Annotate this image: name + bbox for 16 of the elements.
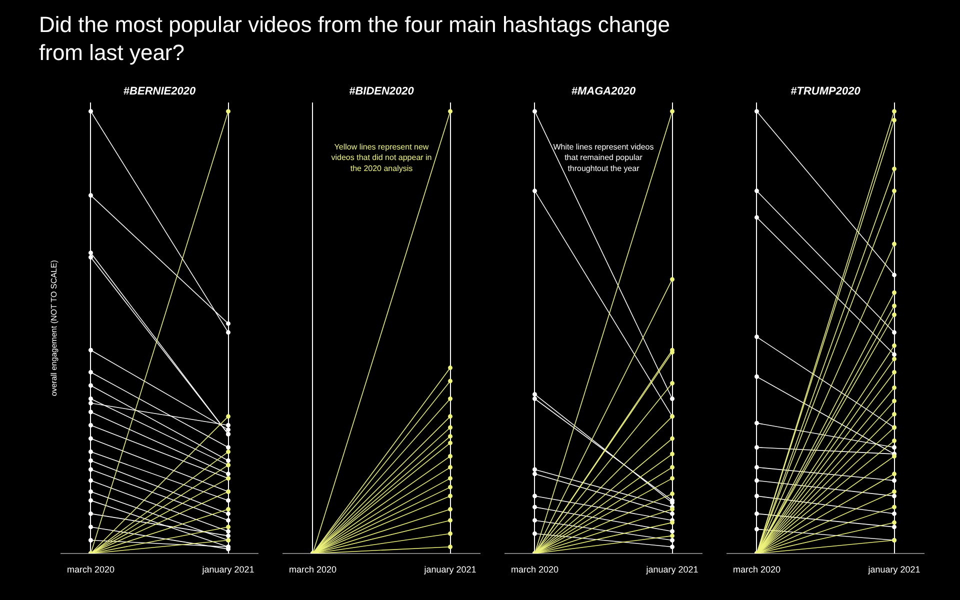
text: Did the most popular videos from the four main hashtags change from last year? bbox=[39, 11, 672, 66]
chart-title: #TRUMP2020 bbox=[790, 86, 862, 98]
x-tick-label: january 2021 bbox=[201, 564, 254, 574]
annotation: White lines represent videos that remained popular throughtout the year bbox=[553, 142, 654, 173]
x-tick-label: january 2021 bbox=[423, 564, 476, 574]
x-tick-label: january 2021 bbox=[867, 564, 920, 574]
y-axis-title: overall engagement (NOT TO SCALE) bbox=[50, 260, 58, 396]
annotation: Yellow lines represent new videos that did not appear in the 2020 analysis bbox=[331, 142, 432, 173]
x-tick-label: march 2020 bbox=[510, 564, 559, 574]
chart-title: #BIDEN2020 bbox=[349, 86, 415, 98]
chart-title: #BERNIE2020 bbox=[123, 86, 196, 98]
x-tick-label: january 2021 bbox=[645, 564, 698, 574]
x-tick-label: march 2020 bbox=[66, 564, 115, 574]
x-tick-label: march 2020 bbox=[732, 564, 781, 574]
chart-title: #MAGA2020 bbox=[571, 86, 636, 98]
x-tick-label: march 2020 bbox=[288, 564, 337, 574]
